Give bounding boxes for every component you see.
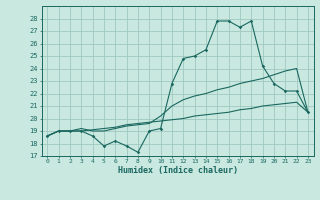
X-axis label: Humidex (Indice chaleur): Humidex (Indice chaleur) <box>118 166 237 175</box>
